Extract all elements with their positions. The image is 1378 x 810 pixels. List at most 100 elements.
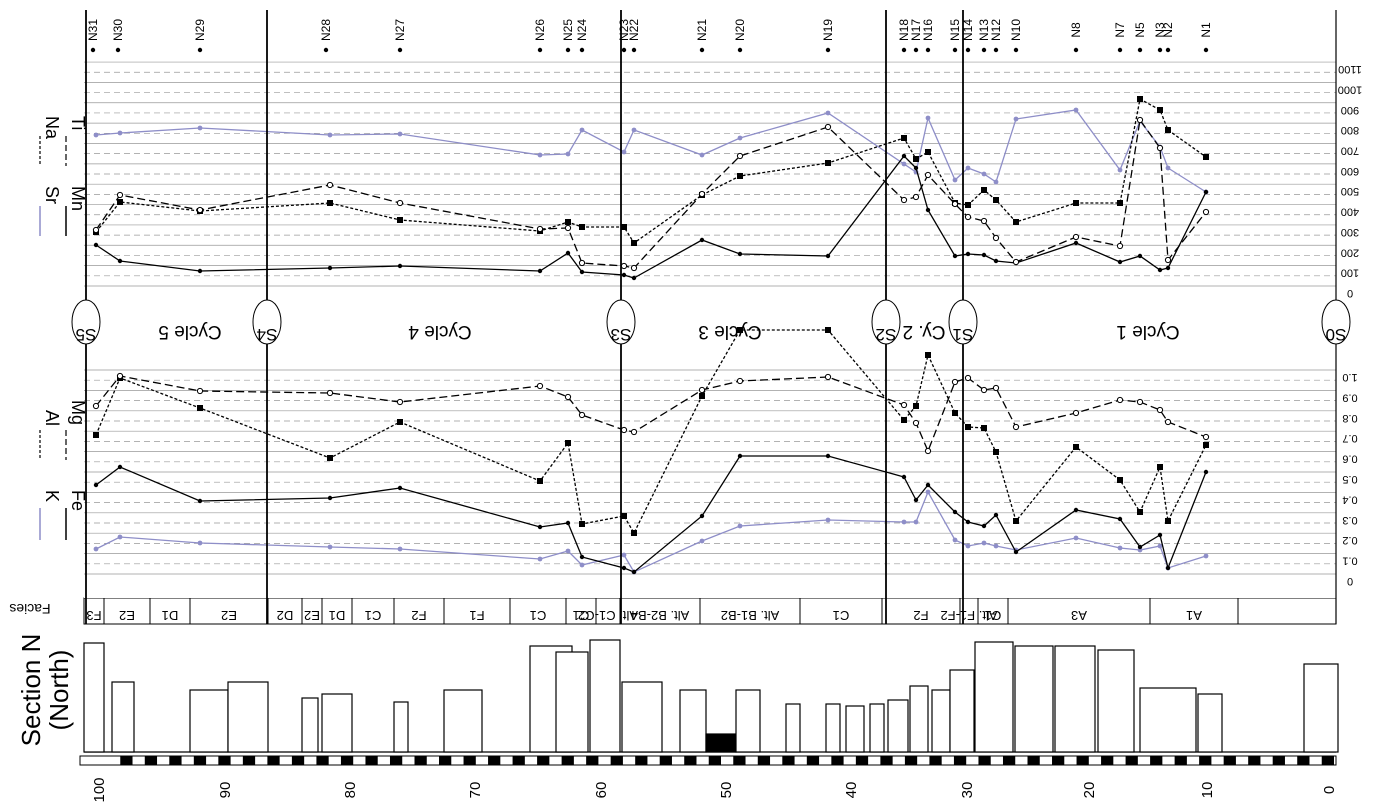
facies-cell-label: F3 (86, 608, 101, 623)
legend-sr-label: Sr (42, 186, 62, 204)
sample-dot (397, 47, 403, 53)
mn-marker (737, 251, 743, 257)
fe-marker (981, 523, 987, 529)
na-marker (737, 173, 743, 179)
lower-tick-label: 0.5 (1342, 473, 1357, 485)
k-marker (1157, 543, 1163, 549)
surface-label: S4 (257, 325, 278, 344)
mg-marker (620, 426, 628, 434)
mg-marker (980, 386, 988, 394)
scale-tick-labels: 100 90 80 70 60 50 40 30 20 10 0 (91, 777, 1338, 802)
ti-marker (1202, 208, 1210, 216)
sample-dot (621, 47, 627, 53)
k-marker (537, 556, 543, 562)
sample-dot (825, 47, 831, 53)
lower-element-plot: 0 0.1 0.2 0.3 0.4 0.5 0.6 0.7 0.8 0.9 1.0 K Fe Al … (39, 327, 1358, 598)
fe-marker (1137, 544, 1143, 550)
mg-marker (630, 428, 638, 436)
ti-marker (824, 123, 832, 131)
mn-marker (565, 250, 571, 256)
fe-marker (631, 569, 637, 575)
mg-marker (1202, 433, 1210, 441)
sample-dot (699, 47, 705, 53)
sample-label: N28 (319, 19, 333, 41)
na-marker (397, 217, 403, 223)
sr-marker (631, 127, 637, 133)
ti-marker (912, 193, 920, 201)
al-marker (737, 327, 743, 333)
upper-tick-label: 0 (1347, 287, 1353, 299)
na-marker (579, 224, 585, 230)
al-marker (1157, 464, 1163, 470)
na-marker (965, 202, 971, 208)
sample-label: N12 (989, 19, 1003, 41)
fe-marker (1157, 532, 1163, 538)
sr-marker (737, 135, 743, 141)
sample-dot (1073, 47, 1079, 53)
scale-checker (757, 756, 771, 765)
al-marker (579, 521, 585, 527)
facies-cell-label: D1 (329, 608, 346, 623)
scale-checker (1174, 756, 1187, 765)
ti-marker (1136, 116, 1144, 124)
al-marker (901, 417, 907, 423)
al-marker (1203, 442, 1209, 448)
na-line (95, 97, 1207, 244)
scale-checker (610, 756, 623, 765)
scale-checker (1297, 756, 1310, 765)
facies-cell-label: Alt. B2-B4 (631, 608, 690, 623)
al-marker (965, 424, 971, 430)
lower-tick-label: 0.6 (1342, 453, 1357, 465)
section-title-text: Section N (16, 634, 46, 747)
mg-marker (964, 374, 972, 382)
scale-tick: 90 (217, 782, 234, 799)
al-marker (925, 352, 931, 358)
mg-marker (578, 411, 586, 419)
na-marker (621, 224, 627, 230)
scale-checker (193, 756, 207, 765)
sample-label: N29 (193, 19, 207, 41)
fe-marker (621, 565, 627, 571)
scale-checker (1002, 756, 1016, 765)
scale-tick: 30 (959, 782, 976, 799)
mn-marker (1157, 267, 1163, 273)
mn-marker (952, 253, 958, 259)
sample-dot (913, 47, 919, 53)
mg-marker (912, 419, 920, 427)
scale-checker (904, 756, 918, 765)
mg-marker (92, 402, 100, 410)
scale-checker (708, 756, 721, 765)
scale-checker (488, 756, 501, 765)
al-marker (93, 432, 99, 438)
scale-checker (414, 756, 427, 765)
fe-marker (537, 524, 543, 530)
mn-marker (631, 275, 637, 281)
sample-dot (631, 47, 637, 53)
surface-label: S0 (1326, 325, 1347, 344)
cycle-band: Cycle 5 Cycle 4 Cycle 3 Cy. 2 Cycle 1 S5 S4 S3… (71, 299, 1351, 345)
cycle-label: Cycle 1 (1116, 321, 1179, 342)
scale-tick: 40 (843, 782, 860, 799)
scale-checker (1150, 756, 1163, 765)
fe-marker (699, 513, 705, 519)
scale-checker (463, 756, 476, 765)
scale-checker (635, 756, 648, 765)
mn-marker (925, 207, 931, 213)
scale-tick: 70 (467, 782, 484, 799)
upper-tick-label: 600 (1341, 165, 1359, 177)
scale-checker (733, 756, 746, 765)
scale-bar: 100 90 80 70 60 50 40 30 20 10 0 (79, 755, 1338, 803)
k-marker (825, 517, 831, 523)
upper-tick-label: 900 (1341, 104, 1359, 116)
mg-marker (326, 389, 334, 397)
facies-cell-label: C1 (573, 608, 590, 623)
ti-marker (924, 171, 932, 179)
al-marker (1073, 444, 1079, 450)
ti-marker (980, 217, 988, 225)
sample-dot (90, 47, 96, 53)
na-marker (1013, 219, 1019, 225)
k-marker (981, 540, 987, 546)
mg-marker (564, 393, 572, 401)
